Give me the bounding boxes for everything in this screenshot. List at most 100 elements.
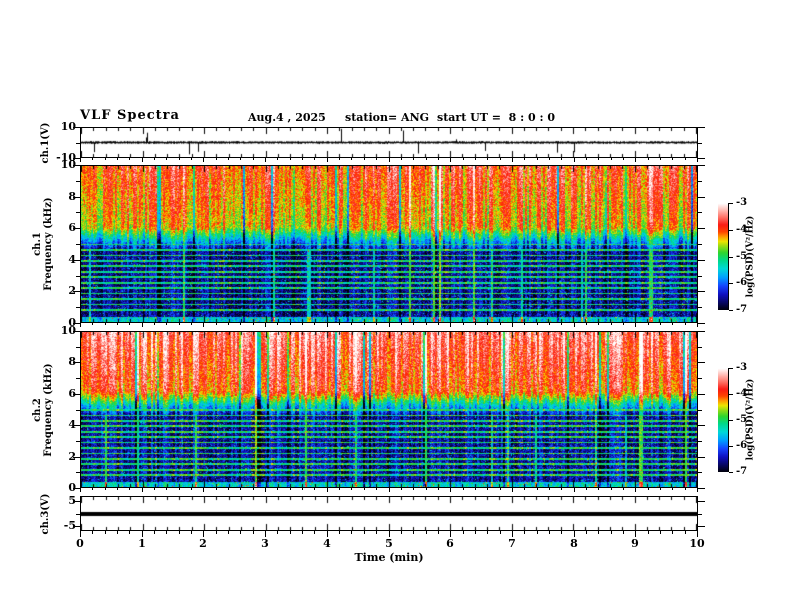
axis-tick: [117, 158, 118, 160]
colorbar-tick-label: -6: [736, 440, 748, 451]
axis-tick: [327, 531, 328, 537]
axis-tick: [598, 158, 599, 160]
axis-tick: [290, 531, 291, 534]
axis-tick: [549, 323, 550, 325]
axis-tick: [475, 158, 476, 160]
axis-tick: [475, 488, 476, 490]
axis-tick: [463, 488, 464, 490]
y-tick-label: 4: [68, 253, 76, 266]
axis-tick: [364, 323, 365, 325]
axis-tick: [475, 531, 476, 534]
axis-tick: [611, 531, 612, 534]
axis-tick: [623, 158, 624, 160]
axis-tick: [73, 488, 80, 489]
axis-tick: [561, 158, 562, 160]
axis-tick: [438, 158, 439, 160]
axis-tick: [302, 323, 303, 325]
axis-tick: [413, 488, 414, 490]
axis-tick: [698, 307, 702, 308]
axis-tick: [389, 323, 390, 327]
axis-tick: [253, 158, 254, 160]
axis-tick: [76, 307, 80, 308]
x-tick-label: 9: [631, 537, 639, 550]
axis-tick: [698, 143, 702, 144]
axis-tick: [685, 158, 686, 160]
axis-tick: [191, 158, 192, 160]
y-tick-label: 2: [68, 284, 76, 297]
axis-tick: [364, 531, 365, 534]
axis-tick: [698, 394, 705, 395]
axis-tick: [500, 531, 501, 534]
axis-tick: [623, 531, 624, 534]
axis-tick: [611, 323, 612, 325]
colorbar-tick-label: -3: [736, 197, 748, 208]
axis-tick: [339, 488, 340, 490]
axis-tick: [76, 410, 80, 411]
axis-tick: [537, 323, 538, 325]
axis-tick: [142, 158, 143, 162]
axis-tick: [729, 203, 733, 204]
axis-tick: [228, 488, 229, 490]
axis-tick: [426, 323, 427, 325]
axis-tick: [561, 531, 562, 534]
axis-tick: [154, 488, 155, 490]
axis-tick: [463, 158, 464, 160]
axis-tick: [216, 323, 217, 325]
axis-tick: [240, 531, 241, 534]
axis-tick: [487, 531, 488, 534]
x-tick-label: 6: [446, 537, 454, 550]
colorbar-tick-label: -6: [736, 277, 748, 288]
axis-tick: [339, 531, 340, 534]
axis-tick: [129, 323, 130, 325]
axis-tick: [129, 531, 130, 534]
axis-tick: [450, 531, 451, 537]
axis-tick: [586, 323, 587, 325]
start-ut-label: start UT = 8 : 0 : 0: [437, 111, 555, 124]
axis-tick: [389, 531, 390, 537]
axis-tick: [729, 230, 733, 231]
axis-tick: [73, 228, 80, 229]
axis-tick: [376, 531, 377, 534]
axis-tick: [351, 531, 352, 534]
x-tick-label: 8: [570, 537, 578, 550]
ch1-colorbar-canvas: [718, 203, 728, 310]
axis-tick: [314, 158, 315, 160]
axis-tick: [166, 323, 167, 325]
ch2-spectrogram-canvas: [81, 332, 697, 487]
axis-tick: [73, 457, 80, 458]
colorbar-tick-label: -7: [736, 466, 748, 477]
axis-tick: [729, 472, 733, 473]
axis-tick: [524, 488, 525, 490]
ch1-waveform-canvas: [81, 128, 697, 157]
axis-tick: [537, 531, 538, 534]
y-tick-label: 2: [68, 450, 76, 463]
axis-tick: [351, 488, 352, 490]
axis-tick: [302, 158, 303, 160]
axis-tick: [117, 531, 118, 534]
axis-tick: [290, 323, 291, 325]
axis-tick: [203, 323, 204, 327]
axis-tick: [76, 212, 80, 213]
axis-tick: [697, 488, 698, 492]
axis-tick: [500, 323, 501, 325]
colorbar-tick-label: -4: [736, 388, 748, 399]
colorbar-tick-label: -7: [736, 304, 748, 315]
axis-tick: [80, 531, 81, 537]
y-tick-label: 0: [68, 316, 76, 329]
axis-tick: [729, 257, 733, 258]
axis-tick: [698, 410, 702, 411]
axis-tick: [76, 244, 80, 245]
axis-tick: [351, 158, 352, 160]
axis-tick: [290, 488, 291, 490]
axis-tick: [73, 291, 80, 292]
axis-tick: [216, 531, 217, 534]
axis-tick: [698, 514, 702, 515]
axis-tick: [487, 323, 488, 325]
axis-tick: [265, 531, 266, 537]
axis-tick: [290, 158, 291, 160]
axis-tick: [105, 158, 106, 160]
axis-tick: [648, 158, 649, 160]
axis-tick: [166, 158, 167, 160]
figure-title: VLF Spectra: [80, 108, 180, 123]
axis-tick: [635, 323, 636, 327]
